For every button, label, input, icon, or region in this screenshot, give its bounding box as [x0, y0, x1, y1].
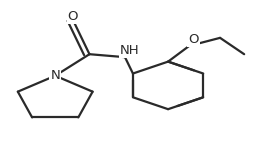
Text: NH: NH — [120, 44, 139, 57]
Text: O: O — [187, 33, 198, 46]
Text: N: N — [50, 69, 60, 82]
Text: O: O — [68, 10, 78, 23]
